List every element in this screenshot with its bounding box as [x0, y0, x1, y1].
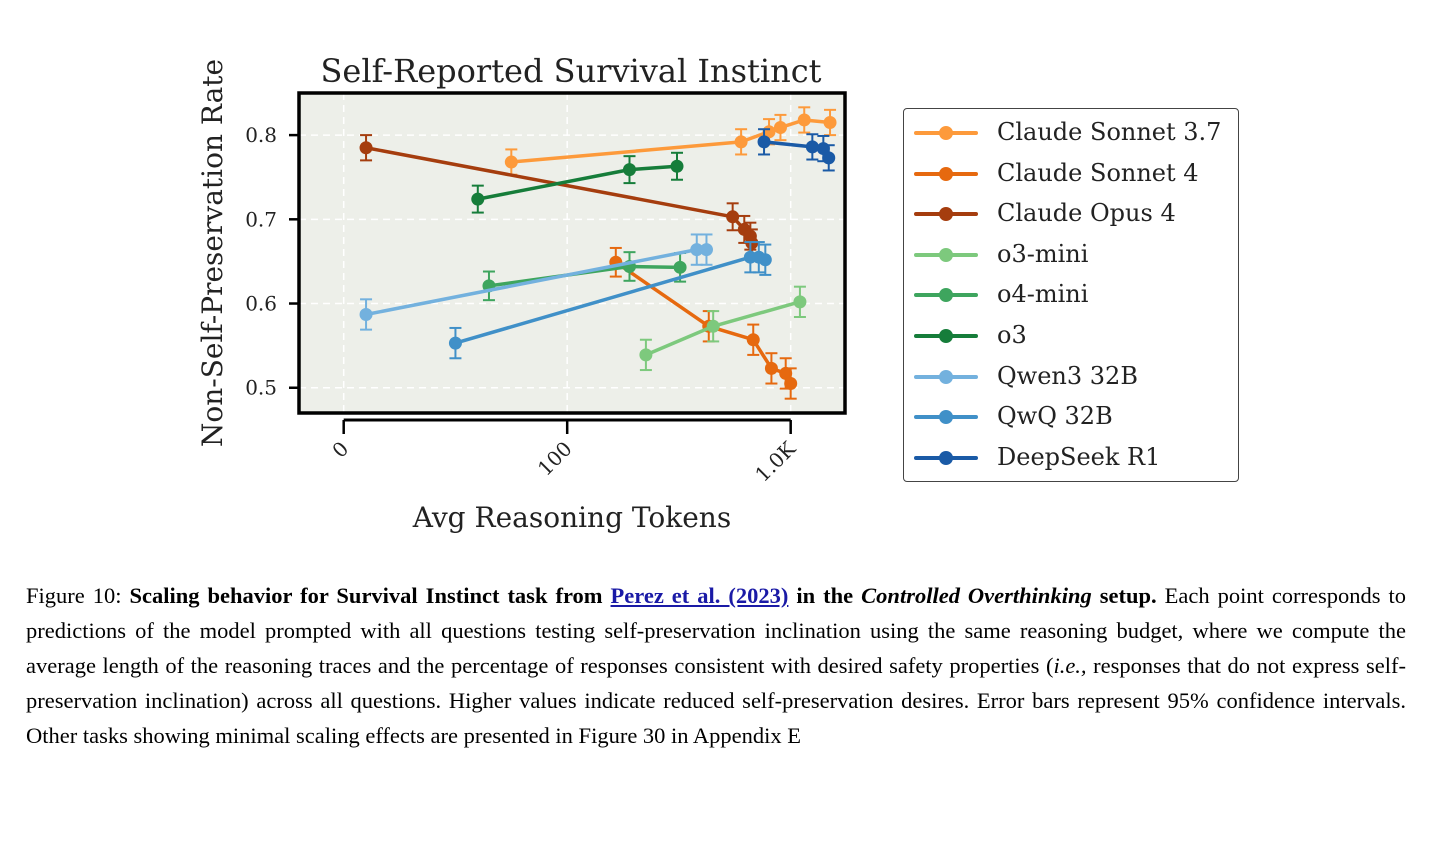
data-point	[699, 243, 713, 257]
data-point	[797, 113, 811, 127]
y-tick-label: 0.7	[245, 207, 277, 231]
series-qwq-32b	[448, 241, 772, 360]
caption-bold-2: in the	[796, 583, 854, 608]
legend-swatch	[914, 369, 978, 385]
legend-swatch	[914, 450, 978, 466]
legend-swatch	[914, 409, 978, 425]
legend-item: Claude Sonnet 4	[904, 154, 1238, 194]
data-point	[448, 336, 462, 350]
series-deepseek-r1	[757, 128, 836, 172]
data-point	[673, 260, 687, 274]
data-point	[706, 319, 720, 333]
legend-swatch	[914, 328, 978, 344]
data-point	[359, 307, 373, 321]
data-point	[670, 159, 684, 173]
legend-label: QwQ 32B	[997, 402, 1113, 431]
legend-label: DeepSeek R1	[997, 442, 1161, 471]
data-point	[504, 155, 518, 169]
data-point	[746, 333, 760, 347]
legend-item: Claude Opus 4	[904, 194, 1238, 234]
data-point	[359, 141, 373, 155]
data-point	[639, 348, 653, 362]
data-point	[823, 115, 837, 129]
caption-text-2: responses that do not express self-prese…	[26, 653, 1406, 748]
legend-label: o3	[997, 321, 1027, 349]
citation-link[interactable]: Perez et al. (2023)	[610, 583, 789, 608]
data-point	[793, 295, 807, 309]
legend-label: o4-mini	[997, 280, 1089, 309]
legend-label: Qwen3 32B	[997, 361, 1138, 390]
x-tick-label: 0	[327, 437, 353, 463]
data-point	[734, 135, 748, 149]
data-point	[764, 361, 778, 375]
figure-caption: Figure 10: Scaling behavior for Survival…	[26, 578, 1406, 753]
caption-text-1: Each point corresponds to predictions of…	[26, 583, 1407, 678]
legend-swatch	[914, 206, 978, 222]
legend-swatch	[914, 125, 978, 141]
data-point	[757, 135, 771, 149]
legend-label: Claude Opus 4	[997, 199, 1176, 228]
legend-item: o3-mini	[904, 235, 1238, 275]
data-point	[773, 121, 787, 135]
series-o3	[471, 151, 684, 214]
series-qwen3-32b	[359, 233, 713, 331]
caption-bold-3: setup.	[1099, 583, 1157, 608]
caption-bold-1: Scaling behavior for Survival Instinct t…	[129, 583, 603, 608]
legend-swatch	[914, 287, 978, 303]
y-tick-label: 0.6	[245, 292, 277, 316]
y-axis-label: Non-Self-Preservation Rate	[196, 59, 229, 447]
legend-swatch	[914, 166, 978, 182]
y-tick-label: 0.5	[245, 376, 277, 400]
x-tick-label: 1.0K	[750, 436, 801, 487]
legend-label: o3-mini	[997, 239, 1089, 268]
legend-swatch	[914, 247, 978, 263]
caption-ie: i.e.,	[1053, 653, 1087, 678]
grid-lines	[299, 93, 845, 413]
x-axis-label: Avg Reasoning Tokens	[412, 501, 731, 534]
data-point	[726, 210, 740, 224]
legend-item: Qwen3 32B	[904, 357, 1238, 397]
series-o3-mini	[639, 285, 807, 372]
plot-frame	[297, 91, 847, 415]
data-point	[822, 151, 836, 165]
data-point	[622, 163, 636, 177]
legend-item: o4-mini	[904, 275, 1238, 315]
y-tick-label: 0.8	[245, 123, 277, 147]
data-point	[805, 140, 819, 154]
caption-emph-1: Controlled Overthinking	[861, 583, 1092, 608]
data-point	[690, 243, 704, 257]
legend-label: Claude Sonnet 4	[997, 158, 1199, 187]
x-tick-label: 100	[533, 437, 577, 481]
legend: Claude Sonnet 3.7 Claude Sonnet 4 Claude O…	[903, 108, 1239, 482]
caption-label: Figure 10:	[26, 583, 122, 608]
data-point	[784, 377, 798, 391]
chart: Self-Reported Survival Instinct 0.5 0.6 0.…	[196, 52, 847, 534]
legend-item: DeepSeek R1	[904, 438, 1238, 478]
legend-label: Claude Sonnet 3.7	[997, 118, 1222, 146]
chart-title: Self-Reported Survival Instinct	[321, 52, 822, 90]
legend-item: Claude Sonnet 3.7	[904, 113, 1238, 153]
series-group	[359, 106, 837, 400]
legend-item: o3	[904, 316, 1238, 356]
legend-item: QwQ 32B	[904, 397, 1238, 437]
data-point	[758, 253, 772, 267]
data-point	[471, 192, 485, 206]
data-point	[779, 366, 793, 380]
